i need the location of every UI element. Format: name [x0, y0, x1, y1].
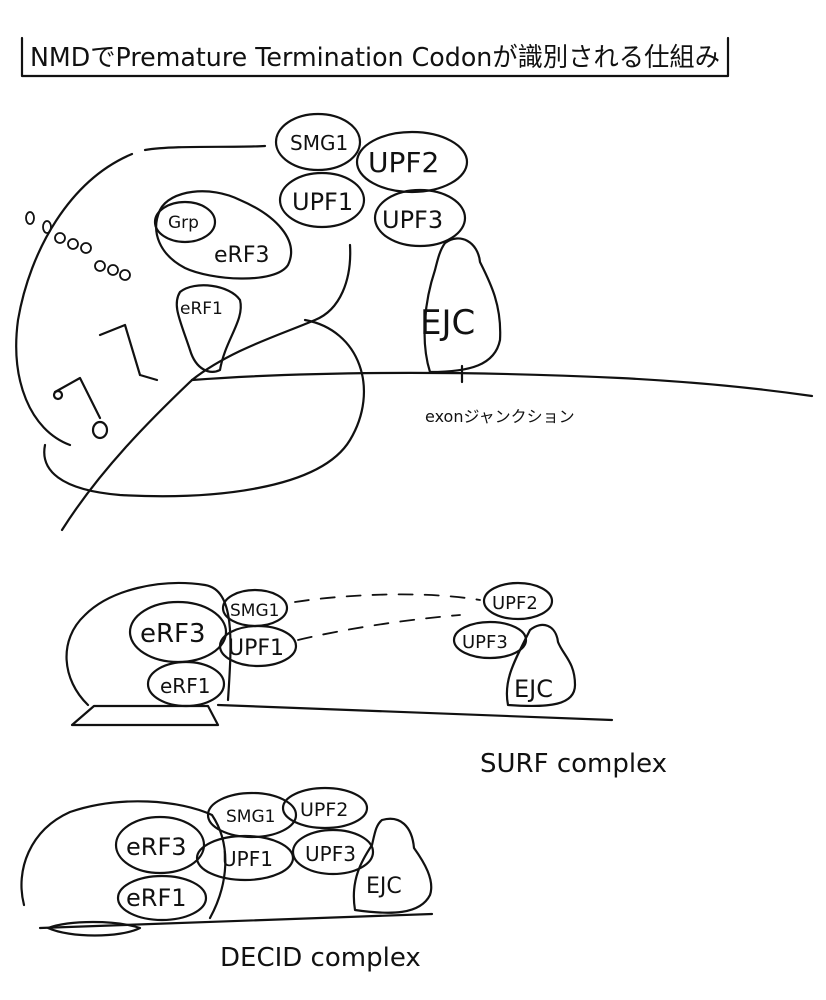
panel-3: eRF3 eRF1 SMG1 UPF1 UPF2 UPF3 EJC DECID … — [20, 786, 434, 973]
p3-upf3-label: UPF3 — [305, 842, 356, 866]
p2-upf2-blob — [482, 581, 554, 621]
ribosome-large-subunit — [15, 144, 267, 447]
p2-dashed-link-1 — [294, 593, 481, 603]
p3-ejc-label: EJC — [366, 874, 402, 899]
p2-ejc-label: EJC — [514, 675, 553, 703]
p2-erf3-label: eRF3 — [140, 619, 206, 649]
ribosome-small-subunit — [43, 318, 365, 498]
p3-erf1-blob — [116, 874, 208, 922]
erf1-blob — [175, 284, 242, 373]
smg1-blob — [274, 112, 362, 172]
p2-ribosome — [65, 581, 232, 707]
ejc-blob-p1 — [423, 237, 502, 374]
p1-upf1-label: UPF1 — [292, 188, 353, 216]
p1-erf1-label: eRF1 — [180, 299, 223, 319]
p2-erf1-blob — [146, 660, 226, 708]
p2-upf1-label: UPF1 — [228, 636, 284, 661]
upf3-blob-p1 — [373, 188, 467, 248]
p1-smg1-label: SMG1 — [290, 131, 348, 155]
page-title: NMDでPremature Termination Codonが識別される仕組み — [30, 43, 720, 73]
p3-caption: DECID complex — [220, 943, 421, 973]
upf2-blob-p1 — [355, 130, 469, 194]
erf3-blob — [155, 190, 293, 280]
p2-mrna — [216, 703, 614, 722]
p3-ribosome — [20, 800, 227, 920]
p3-erf1-label: eRF1 — [126, 884, 187, 912]
trna-symbols — [52, 323, 159, 440]
p2-upf3-label: UPF3 — [462, 632, 508, 653]
p3-upf3-blob — [291, 828, 375, 876]
p2-upf2-label: UPF2 — [492, 593, 538, 614]
p3-upf1-blob — [195, 834, 295, 882]
p3-erf3-blob — [114, 815, 206, 875]
grp-blob — [153, 200, 217, 244]
p1-erf3-label: eRF3 — [214, 243, 269, 268]
p3-smg1-label: SMG1 — [226, 807, 275, 827]
panel-1: Grp eRF3 eRF1 SMG1 UPF1 UPF2 UPF3 EJC ex… — [15, 112, 814, 532]
p2-erf1-label: eRF1 — [160, 674, 210, 698]
p1-upf2-label: UPF2 — [368, 146, 439, 179]
p3-upf2-label: UPF2 — [300, 799, 348, 821]
p2-smg1-label: SMG1 — [230, 601, 279, 621]
mrna-strand — [190, 371, 814, 398]
p1-upf3-label: UPF3 — [382, 206, 443, 234]
p2-caption: SURF complex — [480, 749, 667, 779]
p3-mrna — [38, 912, 434, 930]
p3-upf1-label: UPF1 — [222, 847, 273, 871]
p3-ribosome-base — [46, 920, 142, 937]
p1-grp-label: Grp — [168, 213, 199, 233]
p3-ejc-blob — [352, 817, 433, 914]
p2-ejc-blob — [505, 623, 577, 708]
nascent-peptide — [25, 211, 131, 281]
p1-junction-label: exonジャンクション — [425, 407, 575, 426]
p2-ribosome-base — [70, 704, 220, 727]
p3-erf3-label: eRF3 — [126, 833, 187, 861]
title-box: NMDでPremature Termination Codonが識別される仕組み — [20, 36, 730, 78]
p1-ejc-label: EJC — [420, 303, 475, 343]
p2-upf1-blob — [218, 624, 298, 668]
panel-2: eRF3 eRF1 SMG1 UPF1 UPF2 UPF3 EJC SURF c… — [65, 581, 667, 779]
p2-dashed-link-2 — [297, 614, 461, 641]
upf1-blob-p1 — [278, 171, 366, 229]
p3-upf2-blob — [281, 786, 369, 830]
